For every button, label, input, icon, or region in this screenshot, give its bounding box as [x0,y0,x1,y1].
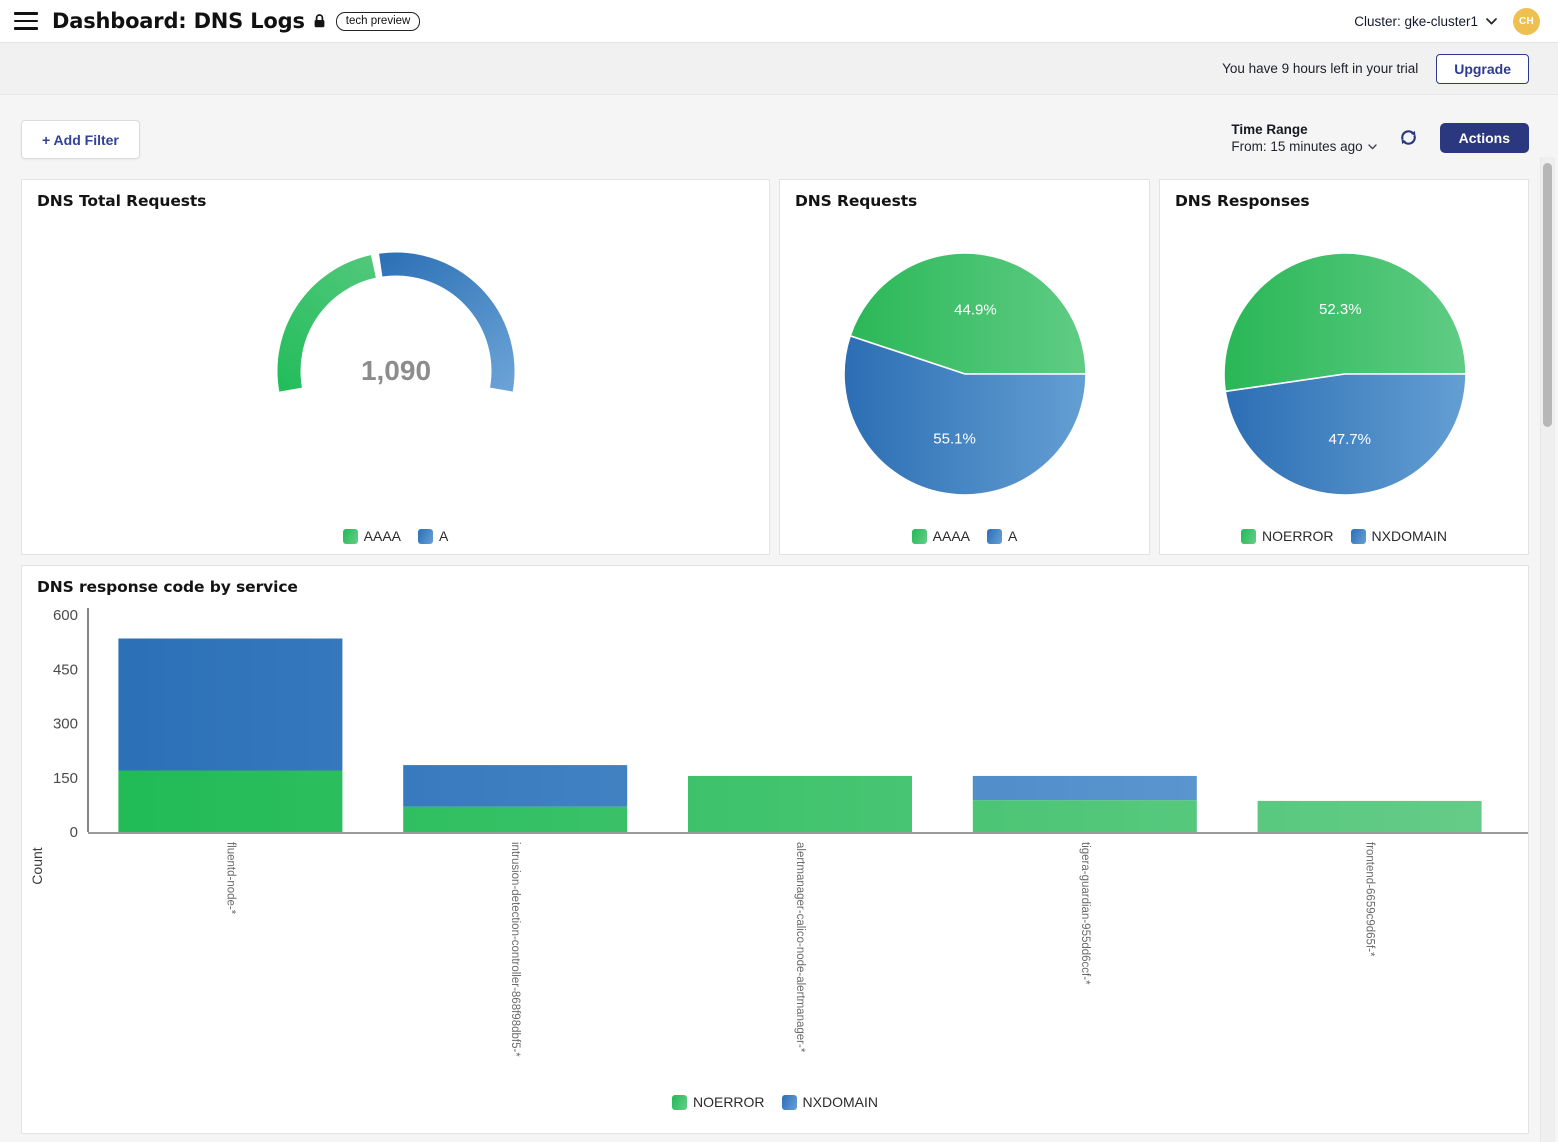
legend-swatch [418,528,433,544]
bar-segment-noerror[interactable] [118,770,343,832]
bar-chart: 0 150 300 450 600 Count fluentd-node-* intrusio… [29,607,1528,1057]
legend-item-nxdomain[interactable]: NXDOMAIN [781,1094,878,1110]
x-category-label: intrusion-detection-controller-868f98dbf… [509,842,521,1057]
legend-swatch [781,1094,797,1110]
scrollbar-thumb[interactable] [1543,163,1552,427]
legend-label: NOERROR [1261,528,1334,544]
top-bar: Dashboard: DNS Logs tech preview Cluster… [0,0,1558,43]
legend-swatch [987,528,1002,544]
top-bar-left: Dashboard: DNS Logs tech preview [14,9,421,33]
legend-label: AAAA [363,528,401,544]
refresh-button[interactable] [1399,128,1418,150]
avatar[interactable]: CH [1513,7,1540,35]
y-tick-label: 0 [70,824,78,841]
legend-label: AAAA [932,528,970,544]
pie-label: 55.1% [933,431,976,448]
legend-item-a[interactable]: A [987,528,1017,544]
pie-slice-noerror[interactable] [1223,252,1467,393]
cluster-selector[interactable]: Cluster: gke-cluster1 [1354,14,1497,29]
y-tick-label: 600 [53,607,78,624]
add-filter-button[interactable]: + Add Filter [21,120,140,159]
card-title: DNS Total Requests [37,192,207,210]
pie-label: 52.3% [1319,301,1362,318]
toolbar-right: Time Range From: 15 minutes ago Actions [1231,122,1529,154]
legend-swatch [342,528,358,544]
chart-legend: NOERROR NXDOMAIN [22,1094,1528,1110]
time-range-value: From: 15 minutes ago [1231,139,1363,154]
legend-item-noerror[interactable]: NOERROR [1240,528,1334,544]
y-tick-label: 450 [53,661,78,678]
actions-button[interactable]: Actions [1439,123,1529,153]
legend-item-noerror[interactable]: NOERROR [671,1094,765,1110]
card-dns-response-code-by-service: DNS response code by service 0 150 300 450 6… [21,565,1529,1134]
chevron-down-icon [1367,143,1377,149]
y-tick-label: 150 [53,770,78,787]
chart-legend: AAAA A [22,528,769,544]
chart-legend: AAAA A [780,528,1149,544]
time-range-dropdown[interactable]: From: 15 minutes ago [1231,139,1377,154]
pie-slice-aaaa[interactable] [849,252,1087,375]
legend-item-a[interactable]: A [418,528,448,544]
gauge-segment-a[interactable] [379,252,515,392]
chart-legend: NOERROR NXDOMAIN [1160,528,1528,544]
pie-label: 47.7% [1328,431,1371,448]
card-dns-requests: DNS Requests 44.9% 55.1% AAAA A [779,179,1150,555]
pie-label: 44.9% [954,301,997,318]
trial-message: You have 9 hours left in your trial [1222,61,1419,76]
gauge-segment-aaaa[interactable] [277,255,377,392]
refresh-icon [1400,130,1416,145]
bar-segment-noerror[interactable] [688,775,912,832]
bar-segment-nxdomain[interactable] [118,638,343,771]
y-axis-title: Count [29,847,45,884]
upgrade-button[interactable]: Upgrade [1436,53,1529,84]
cluster-selector-label: Cluster: gke-cluster1 [1354,13,1478,29]
trial-bar: You have 9 hours left in your trial Upgr… [0,43,1558,95]
legend-swatch [911,528,927,544]
pie-chart-dns-requests: 44.9% 55.1% [843,252,1087,496]
top-bar-right: Cluster: gke-cluster1 CH [1354,7,1540,35]
x-category-label: fluentd-node-* [224,842,236,915]
bar-segment-nxdomain[interactable] [403,765,628,807]
card-dns-total-requests: DNS Total Requests 1,090 AAAA A [21,179,770,555]
bar-segment-noerror[interactable] [1257,800,1482,832]
page-title: Dashboard: DNS Logs [52,9,305,33]
bar-segment-noerror[interactable] [403,806,628,832]
legend-item-aaaa[interactable]: AAAA [911,528,970,544]
legend-swatch [1350,528,1366,544]
x-category-label: tigera-guardian-955dd6ccf-* [1079,842,1091,985]
legend-swatch [671,1094,687,1110]
card-title: DNS Responses [1175,192,1310,210]
legend-label: NOERROR [692,1094,765,1110]
time-range: Time Range From: 15 minutes ago [1231,122,1377,154]
lock-icon [314,14,325,28]
legend-item-aaaa[interactable]: AAAA [342,528,401,544]
card-dns-responses: DNS Responses 52.3% 47.7% NOERROR NXDOMAIN [1159,179,1529,555]
pie-chart-dns-responses: 52.3% 47.7% [1223,252,1467,496]
legend-swatch [1240,528,1256,544]
x-category-label: alertmanager-calico-node-alertmanager-* [794,842,806,1053]
y-tick-label: 300 [53,716,78,733]
card-title: DNS response code by service [37,578,298,596]
legend-label: A [439,528,449,544]
gauge-chart: 1,090 [277,252,515,392]
pie-slice-a[interactable] [843,335,1087,496]
x-category-label: frontend-6659c9d65f-* [1364,842,1376,957]
bar-segment-nxdomain[interactable] [972,775,1197,801]
chevron-down-icon [1486,17,1497,24]
bar-segment-noerror[interactable] [972,800,1197,832]
tech-preview-badge: tech preview [335,11,421,31]
pie-slice-nxdomain[interactable] [1224,373,1467,496]
time-range-label: Time Range [1231,122,1308,137]
hamburger-menu-icon[interactable] [14,12,38,30]
gauge-value: 1,090 [361,355,431,386]
legend-label: NXDOMAIN [1371,528,1447,544]
legend-item-nxdomain[interactable]: NXDOMAIN [1350,528,1447,544]
legend-label: A [1008,528,1018,544]
card-title: DNS Requests [795,192,918,210]
legend-label: NXDOMAIN [802,1094,878,1110]
